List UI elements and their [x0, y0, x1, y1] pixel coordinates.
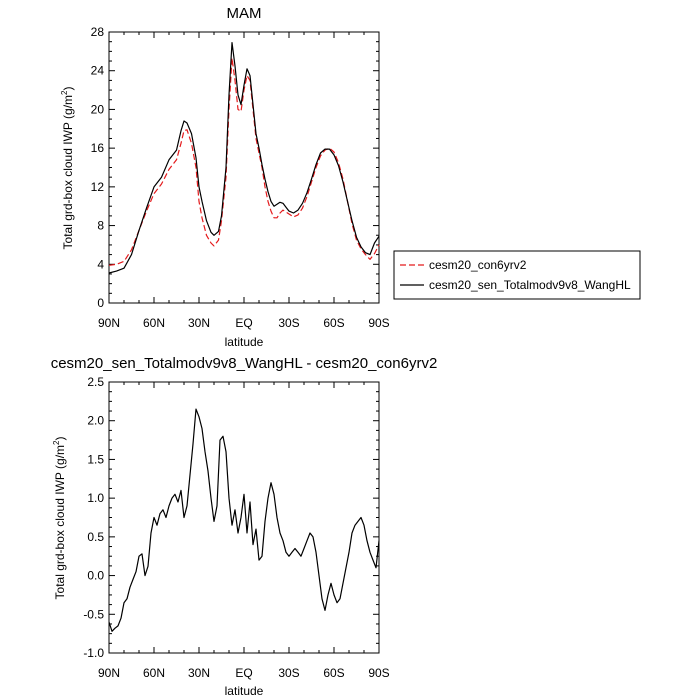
top-ytick-label-5: 20 [91, 102, 105, 116]
bottom-ytick-label-4: 1.0 [87, 491, 104, 505]
top-chart-title: MAM [227, 5, 262, 22]
bottom-series-group [108, 408, 380, 632]
top-xtick-label-1: 60N [143, 316, 165, 330]
top-ytick-label-3: 12 [91, 180, 105, 194]
bottom-ytick-label-3: 0.5 [87, 530, 104, 544]
bottom-y-axis-label-sup: 2 [52, 440, 61, 445]
top-ytick-label-6: 24 [91, 64, 105, 78]
top-ytick-label-0: 0 [97, 296, 104, 310]
legend-label-sen-totalmod: cesm20_sen_Totalmodv9v8_WangHL [429, 278, 631, 292]
top-y-axis-label-close: ) [61, 87, 75, 91]
bottom-ytick-label-5: 1.5 [87, 452, 104, 466]
top-ytick-label-1: 4 [97, 257, 104, 271]
top-series-group [108, 42, 380, 274]
top-ytick-label-7: 28 [91, 25, 105, 39]
bottom-ytick-label-2: 0.0 [87, 569, 104, 583]
top-y-axis-label-main: Total grd-box cloud IWP (g/m [61, 95, 75, 250]
bottom-ytick-label-6: 2.0 [87, 414, 104, 428]
top-y-axis-label-sup: 2 [60, 90, 69, 95]
top-series-line-0 [108, 57, 380, 266]
top-ytick-label-4: 16 [91, 141, 105, 155]
top-xtick-label-6: 90S [368, 316, 389, 330]
top-xtick-label-0: 90N [98, 316, 120, 330]
top-ytick-label-2: 8 [97, 219, 104, 233]
bottom-ytick-label-1: -0.5 [83, 607, 104, 621]
bottom-xtick-label-5: 60S [323, 666, 344, 680]
top-xtick-label-2: 30N [188, 316, 210, 330]
bottom-plot-frame [108, 381, 380, 654]
top-xtick-label-3: EQ [235, 316, 252, 330]
bottom-xtick-label-6: 90S [368, 666, 389, 680]
bottom-chart-title: cesm20_sen_Totalmodv9v8_WangHL - cesm20_… [51, 355, 438, 372]
top-xtick-label-5: 60S [323, 316, 344, 330]
legend: cesm20_con6yrv2 cesm20_sen_Totalmodv9v8_… [393, 250, 641, 300]
bottom-ytick-label-0: -1.0 [83, 646, 104, 660]
bottom-xtick-label-1: 60N [143, 666, 165, 680]
bottom-y-axis-label-main: Total grd-box cloud IWP (g/m [53, 445, 67, 600]
top-panel: MAM 0 4 8 12 16 20 24 28 90N 60N 30N EQ 30S 60S 90S la… [60, 5, 390, 349]
bottom-y-axis-label: Total grd-box cloud IWP (g/m2) [52, 437, 67, 600]
top-series-line-1 [108, 42, 380, 274]
legend-box [393, 250, 641, 300]
top-ticks: 0 4 8 12 16 20 24 28 90N 60N 30N EQ 30S 60S 90S [91, 25, 390, 330]
bottom-x-axis-label: latitude [225, 684, 264, 698]
bottom-xtick-label-3: EQ [235, 666, 252, 680]
bottom-series-line-0 [108, 408, 380, 632]
bottom-panel: cesm20_sen_Totalmodv9v8_WangHL - cesm20_… [51, 355, 438, 698]
top-xtick-label-4: 30S [278, 316, 299, 330]
bottom-ticks: -1.0 -0.5 0.0 0.5 1.0 1.5 2.0 2.5 90N 60N 30N EQ 30S… [83, 375, 389, 680]
top-y-axis-label: Total grd-box cloud IWP (g/m2) [60, 87, 75, 250]
bottom-ytick-label-7: 2.5 [87, 375, 104, 389]
bottom-xtick-label-0: 90N [98, 666, 120, 680]
bottom-y-axis-label-close: ) [53, 437, 67, 441]
bottom-xtick-label-2: 30N [188, 666, 210, 680]
legend-label-con6yrv2: cesm20_con6yrv2 [429, 258, 527, 272]
top-x-axis-label: latitude [225, 335, 264, 349]
bottom-xtick-label-4: 30S [278, 666, 299, 680]
